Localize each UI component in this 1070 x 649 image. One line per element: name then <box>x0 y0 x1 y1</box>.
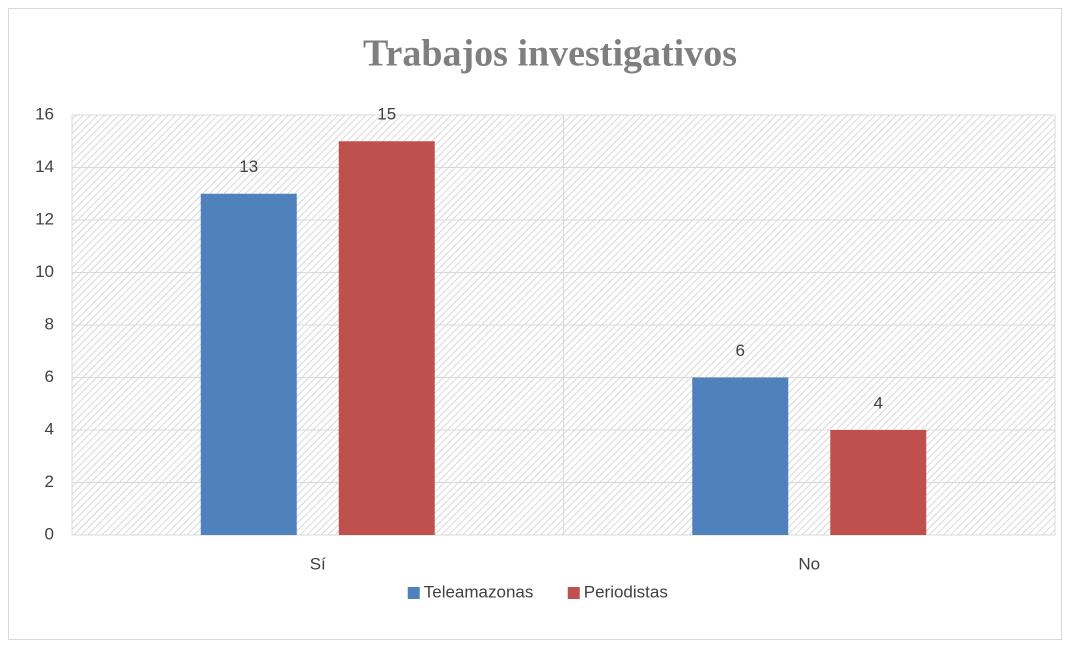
legend-label: Periodistas <box>584 582 668 601</box>
legend-label: Teleamazonas <box>424 582 534 601</box>
y-tick-label: 12 <box>35 209 54 228</box>
bar <box>830 430 927 535</box>
bar <box>200 193 297 535</box>
legend-swatch <box>407 587 420 599</box>
data-label: 13 <box>239 157 258 176</box>
y-tick-label: 6 <box>45 367 54 386</box>
y-tick-label: 14 <box>35 157 54 176</box>
data-label: 4 <box>874 393 883 412</box>
y-tick-label: 10 <box>35 262 54 281</box>
y-tick-label: 4 <box>45 419 54 438</box>
y-tick-label: 0 <box>45 524 54 543</box>
data-label: 6 <box>736 341 745 360</box>
y-tick-label: 16 <box>35 104 54 123</box>
y-tick-label: 2 <box>45 472 54 491</box>
bar <box>692 377 789 535</box>
chart-title: Trabajos investigativos <box>363 33 737 75</box>
legend-swatch <box>567 587 580 599</box>
bar <box>338 141 435 535</box>
x-tick-label: Sí <box>310 554 326 573</box>
data-label: 15 <box>377 105 396 124</box>
y-tick-label: 8 <box>45 314 54 333</box>
x-tick-label: No <box>798 554 820 573</box>
